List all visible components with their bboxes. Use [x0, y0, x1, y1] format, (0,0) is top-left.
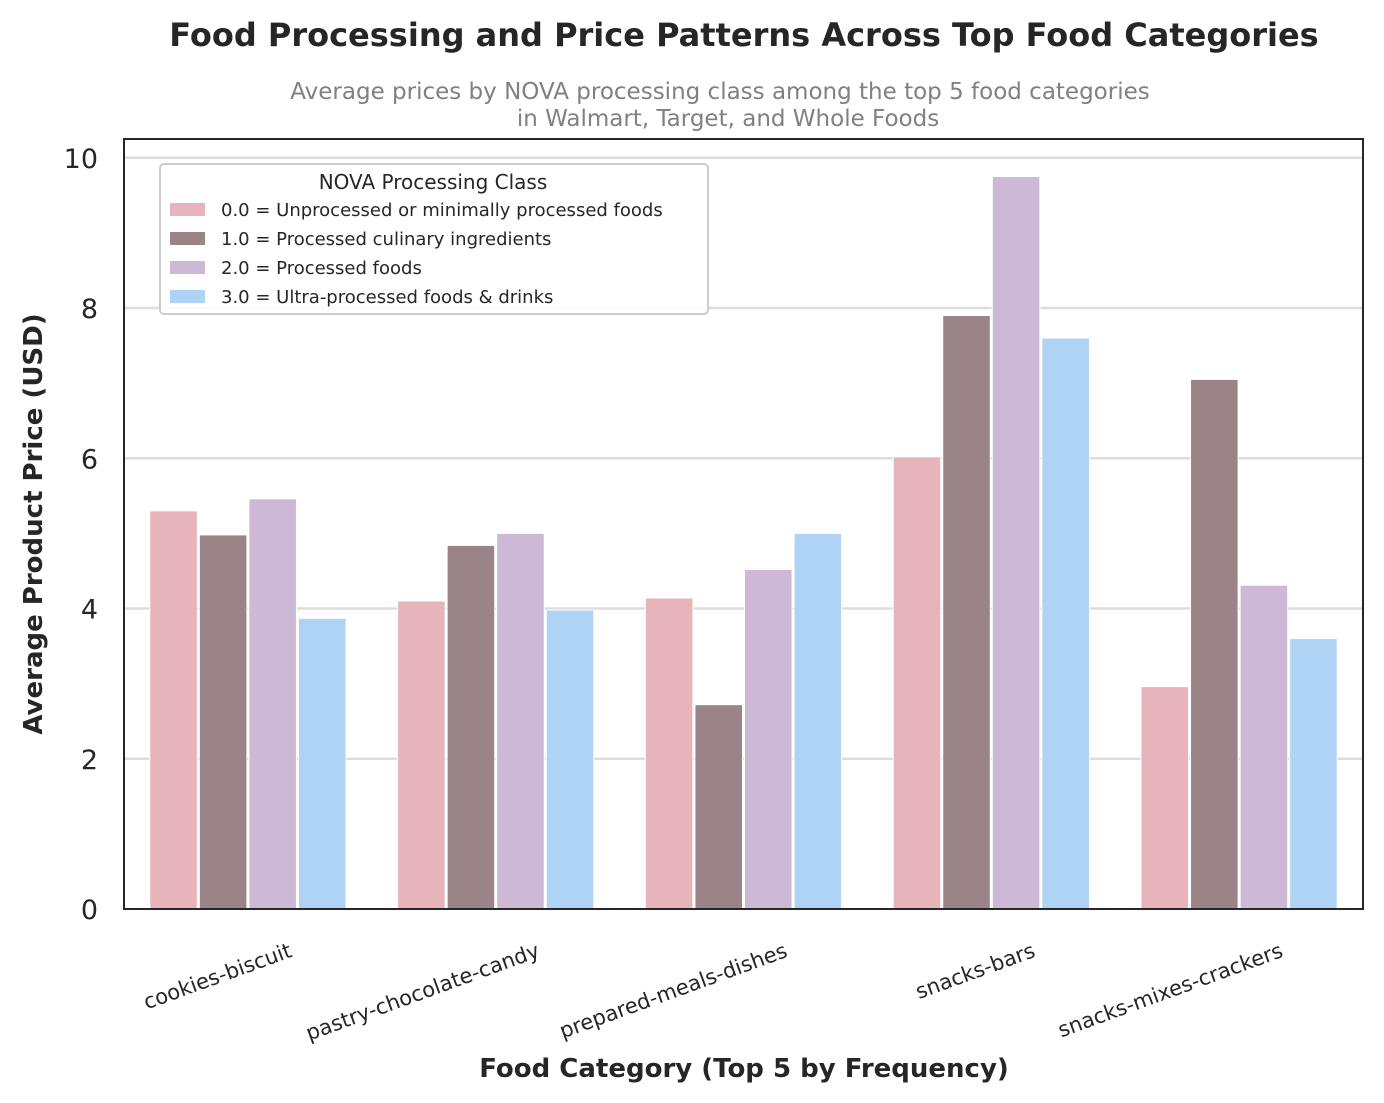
y-axis-label: Average Product Price (USD) [19, 313, 49, 734]
legend-swatch [170, 232, 205, 245]
legend-swatch [170, 290, 205, 303]
x-axis-label: Food Category (Top 5 by Frequency) [479, 1054, 1009, 1084]
bar-snacks-bars-series-2 [991, 176, 1041, 910]
bar-cookies-biscuit-series-2 [248, 498, 297, 910]
bar-snacks-bars-series-0 [892, 456, 942, 910]
legend-label: 3.0 = Ultra-processed foods & drinks [221, 287, 553, 308]
chart-title: Food Processing and Price Patterns Acros… [169, 16, 1318, 54]
bar-snacks-mixes-crackers-series-0 [1140, 686, 1190, 910]
bar-snacks-bars-series-3 [1041, 337, 1090, 910]
legend-items: 0.0 = Unprocessed or minimally processed… [170, 200, 663, 308]
legend-title: NOVA Processing Class [319, 170, 548, 194]
x-axis-ticks: cookies-biscuit pastry-chocolate-candy pre… [140, 938, 1286, 1045]
y-tick-label: 0 [81, 895, 98, 926]
legend-label: 0.0 = Unprocessed or minimally processed… [221, 200, 663, 221]
bar-cookies-biscuit-series-0 [149, 510, 198, 910]
x-tick-label: snacks-mixes-crackers [1055, 938, 1286, 1042]
bar-cookies-biscuit-series-3 [297, 617, 347, 910]
x-tick-label: cookies-biscuit [140, 938, 295, 1014]
bar-prepared-meals-dishes-series-3 [793, 532, 843, 910]
bar-cookies-biscuit-series-1 [198, 534, 248, 910]
bar-snacks-mixes-crackers-series-3 [1289, 638, 1338, 910]
legend-swatch [170, 261, 205, 274]
y-tick-label: 10 [64, 144, 98, 175]
y-tick-label: 4 [81, 595, 98, 626]
bar-pastry-chocolate-candy-series-3 [545, 609, 595, 910]
legend: NOVA Processing Class 0.0 = Unprocessed … [159, 163, 709, 315]
bar-prepared-meals-dishes-series-2 [744, 568, 793, 910]
legend-label: 1.0 = Processed culinary ingredients [221, 229, 551, 250]
chart-subtitle-line-1: Average prices by NOVA processing class … [290, 79, 1149, 105]
legend-frame [159, 163, 709, 315]
x-tick-label: snacks-bars [912, 938, 1038, 1003]
legend-label: 2.0 = Processed foods [221, 258, 422, 279]
y-tick-label: 8 [81, 294, 98, 325]
bar-pastry-chocolate-candy-series-2 [496, 532, 545, 910]
bar-pastry-chocolate-candy-series-0 [397, 600, 446, 910]
bar-pastry-chocolate-candy-series-1 [446, 544, 496, 910]
bars [149, 176, 1338, 910]
bar-snacks-mixes-crackers-series-1 [1190, 378, 1239, 910]
bar-snacks-bars-series-1 [942, 315, 991, 910]
y-axis-ticks: 0 2 4 6 8 10 [64, 144, 98, 926]
y-tick-label: 2 [81, 745, 98, 776]
bar-snacks-mixes-crackers-series-2 [1239, 584, 1289, 910]
legend-swatch [170, 203, 205, 216]
x-tick-label: prepared-meals-dishes [556, 938, 790, 1043]
x-tick-label: pastry-chocolate-candy [303, 938, 543, 1045]
bar-prepared-meals-dishes-series-0 [644, 597, 694, 910]
y-tick-label: 6 [81, 444, 98, 475]
bar-prepared-meals-dishes-series-1 [694, 704, 744, 910]
chart-subtitle-line-2: in Walmart, Target, and Whole Foods [517, 106, 939, 132]
plot-frame [123, 138, 1364, 910]
